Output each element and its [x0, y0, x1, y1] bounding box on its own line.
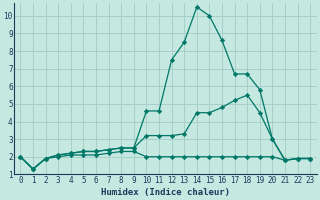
X-axis label: Humidex (Indice chaleur): Humidex (Indice chaleur): [101, 188, 230, 197]
